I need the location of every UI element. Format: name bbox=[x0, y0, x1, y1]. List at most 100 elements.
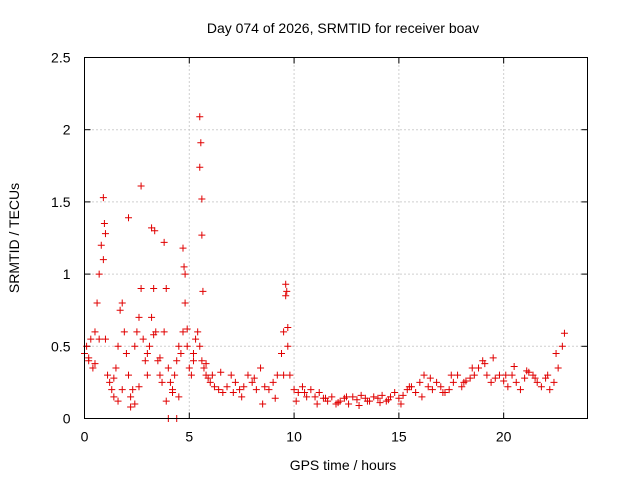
data-point bbox=[143, 350, 151, 358]
data-point bbox=[313, 400, 321, 408]
data-point bbox=[292, 397, 300, 405]
data-point bbox=[454, 371, 462, 379]
data-point bbox=[85, 354, 93, 362]
data-point bbox=[145, 342, 153, 350]
data-point bbox=[95, 335, 103, 343]
data-point bbox=[116, 306, 124, 314]
data-point bbox=[294, 389, 302, 397]
data-point bbox=[118, 386, 126, 394]
data-point bbox=[219, 389, 227, 397]
data-point bbox=[271, 394, 279, 402]
data-point bbox=[106, 378, 114, 386]
data-point bbox=[483, 371, 491, 379]
data-point bbox=[236, 386, 244, 394]
data-point bbox=[189, 357, 197, 365]
data-point bbox=[110, 393, 118, 401]
x-tick-label: 5 bbox=[185, 429, 193, 445]
data-point bbox=[533, 378, 541, 386]
data-point bbox=[376, 399, 384, 407]
data-point bbox=[554, 364, 562, 372]
data-point bbox=[160, 328, 168, 336]
data-point bbox=[160, 238, 168, 246]
data-point bbox=[261, 383, 269, 391]
data-point bbox=[349, 393, 357, 401]
x-axis-label: GPS time / hours bbox=[290, 457, 397, 473]
data-point bbox=[108, 386, 116, 394]
data-point bbox=[215, 386, 223, 394]
data-point bbox=[156, 371, 164, 379]
data-point bbox=[265, 386, 273, 394]
data-point bbox=[552, 350, 560, 358]
data-point bbox=[280, 371, 288, 379]
data-point bbox=[91, 328, 99, 336]
data-point bbox=[125, 214, 133, 222]
data-point bbox=[202, 360, 210, 368]
data-point bbox=[363, 397, 371, 405]
data-point bbox=[282, 280, 290, 288]
data-point bbox=[560, 329, 568, 337]
x-tick-label: 20 bbox=[496, 429, 512, 445]
data-point bbox=[416, 378, 424, 386]
data-point bbox=[278, 350, 286, 358]
y-tick-label: 1.5 bbox=[51, 194, 71, 210]
plot-frame bbox=[84, 57, 588, 419]
data-point bbox=[150, 331, 158, 339]
data-point bbox=[460, 378, 468, 386]
data-point bbox=[447, 371, 455, 379]
data-point bbox=[273, 371, 281, 379]
data-point bbox=[334, 399, 342, 407]
data-point bbox=[112, 364, 120, 372]
data-point bbox=[139, 335, 147, 343]
data-point bbox=[180, 263, 188, 271]
data-point bbox=[171, 371, 179, 379]
data-point bbox=[181, 299, 189, 307]
data-point bbox=[196, 163, 204, 171]
data-point bbox=[550, 378, 558, 386]
data-point bbox=[342, 393, 350, 401]
data-point bbox=[531, 374, 539, 382]
data-point bbox=[192, 335, 200, 343]
data-point bbox=[197, 139, 205, 147]
data-point bbox=[412, 389, 420, 397]
data-point bbox=[384, 396, 392, 404]
data-point bbox=[133, 328, 141, 336]
data-point bbox=[95, 270, 103, 278]
grid-lines bbox=[84, 57, 588, 419]
data-point bbox=[284, 324, 292, 332]
data-points bbox=[81, 113, 568, 422]
data-point bbox=[433, 378, 441, 386]
data-point bbox=[89, 364, 97, 372]
data-point bbox=[114, 397, 122, 405]
data-point bbox=[137, 285, 145, 293]
data-point bbox=[357, 391, 365, 399]
chart-title: Day 074 of 2026, SRMTID for receiver boa… bbox=[207, 20, 479, 36]
axis-ticks: 0 5 10 15 20 0 0.5 1 1.5 2 2.5 bbox=[51, 50, 588, 445]
data-point bbox=[93, 299, 101, 307]
data-point bbox=[231, 378, 239, 386]
data-point bbox=[284, 342, 292, 350]
data-point bbox=[181, 270, 189, 278]
data-point bbox=[290, 386, 298, 394]
data-point bbox=[395, 394, 403, 402]
data-point bbox=[164, 364, 172, 372]
data-point bbox=[537, 383, 545, 391]
data-point bbox=[508, 371, 516, 379]
data-point bbox=[101, 230, 109, 238]
x-tick-label: 15 bbox=[391, 429, 407, 445]
data-point bbox=[137, 182, 145, 190]
data-point bbox=[148, 224, 156, 232]
data-point bbox=[475, 364, 483, 372]
data-point bbox=[487, 378, 495, 386]
data-point bbox=[397, 400, 405, 408]
data-point bbox=[162, 397, 170, 405]
data-point bbox=[521, 374, 529, 382]
data-point bbox=[458, 383, 466, 391]
data-point bbox=[99, 256, 107, 264]
data-point bbox=[244, 371, 252, 379]
data-point bbox=[420, 371, 428, 379]
data-point bbox=[210, 383, 218, 391]
data-point bbox=[204, 374, 212, 382]
data-point bbox=[523, 367, 531, 375]
data-point bbox=[162, 285, 170, 293]
